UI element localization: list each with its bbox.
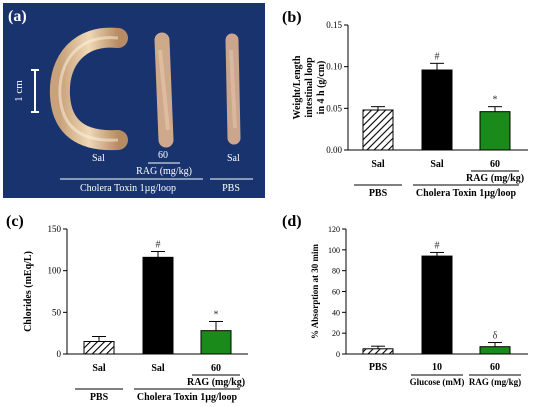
- y-tick-label: 50: [52, 307, 62, 317]
- bar: [142, 256, 174, 355]
- group-label: PBS: [90, 392, 109, 403]
- category-label: Sal: [92, 363, 106, 374]
- y-axis-label: in 4 h (g/cm): [316, 61, 327, 115]
- loop-label-2: 60: [158, 150, 168, 161]
- loop-label-1: Sal: [92, 153, 105, 164]
- y-tick-label: 0.10: [326, 62, 342, 72]
- group-label-ct: Cholera Toxin 1µg/loop: [80, 183, 176, 194]
- sub-label: RAG (mg/kg): [187, 377, 245, 388]
- y-tick-label: 60: [332, 288, 340, 297]
- y-tick-label: 150: [48, 224, 62, 234]
- y-tick-label: 20: [332, 329, 340, 338]
- group-label: Cholera Toxin 1µg/loop: [416, 188, 517, 199]
- bar: [83, 341, 115, 355]
- y-tick-label: 0.05: [326, 103, 342, 113]
- scale-bar-label: 1 cm: [13, 80, 25, 102]
- category-label: 10: [432, 362, 442, 373]
- significance-mark: *: [493, 95, 498, 106]
- bar: [479, 346, 511, 355]
- group-label: PBS: [369, 188, 388, 199]
- category-label: PBS: [369, 362, 388, 373]
- y-axis-label: Chlorides (mEq/L): [23, 251, 34, 332]
- bar: [421, 255, 453, 355]
- y-axis-label: % Absorption at 30 mim: [310, 243, 320, 339]
- y-tick-label: 80: [332, 267, 340, 276]
- y-tick-label: 0.00: [326, 145, 342, 155]
- chart-b: 0.00 0.05 0.10 0.15 Weight/Length intestinal …: [292, 20, 528, 199]
- bar: [421, 69, 453, 151]
- group-label: Cholera Toxin 1µg/loop: [137, 392, 238, 403]
- loop-label-3: Sal: [227, 153, 240, 164]
- rag-label: RAG (mg/kg): [136, 166, 192, 177]
- category-label: 60: [490, 362, 500, 373]
- significance-mark: δ: [493, 331, 498, 342]
- sub-label: RAG (mg/kg): [466, 173, 524, 184]
- y-tick-label: 100: [48, 266, 62, 276]
- panel-b-letter: (b): [282, 9, 302, 26]
- y-tick-label: 100: [328, 246, 340, 255]
- y-axis-label: intestinal loop: [304, 57, 315, 118]
- y-tick-label: 120: [328, 225, 340, 234]
- y-tick-label: 0: [336, 350, 340, 359]
- chart-c: 0 50 100 150 Chlorides (mEq/L) Sal # Sal * 60 RAG …: [23, 224, 248, 403]
- bar: [200, 330, 232, 355]
- significance-mark: #: [435, 240, 440, 251]
- significance-mark: #: [435, 51, 440, 62]
- y-tick-label: 0: [57, 349, 62, 359]
- category-label: Sal: [151, 363, 165, 374]
- y-tick-label: 0.15: [326, 20, 342, 30]
- significance-mark: *: [214, 310, 219, 321]
- group-label-pbs: PBS: [222, 183, 240, 194]
- panel-d-letter: (d): [282, 213, 302, 230]
- bar: [362, 348, 394, 355]
- bar: [362, 109, 394, 151]
- y-axis-label: Weight/Length: [292, 55, 303, 119]
- panel-a-letter: (a): [8, 8, 27, 25]
- panel-a-photo: 1 cm (a) Sal 60 Sal RAG (mg/kg) Cholera …: [3, 3, 265, 198]
- category-label: 60: [211, 363, 221, 374]
- significance-mark: #: [156, 240, 161, 251]
- bottom-label: RAG (mg/kg): [469, 377, 521, 387]
- chart-d: 0 20 40 60 80 100 120 % Absorption at 30 mim PBS…: [310, 225, 528, 387]
- panel-c-letter: (c): [6, 213, 24, 230]
- category-label: Sal: [430, 159, 444, 170]
- category-label: 60: [490, 159, 500, 170]
- bar: [479, 111, 511, 151]
- y-tick-label: 40: [332, 308, 340, 317]
- bottom-label: Glucose (mM): [410, 377, 465, 387]
- category-label: Sal: [371, 159, 385, 170]
